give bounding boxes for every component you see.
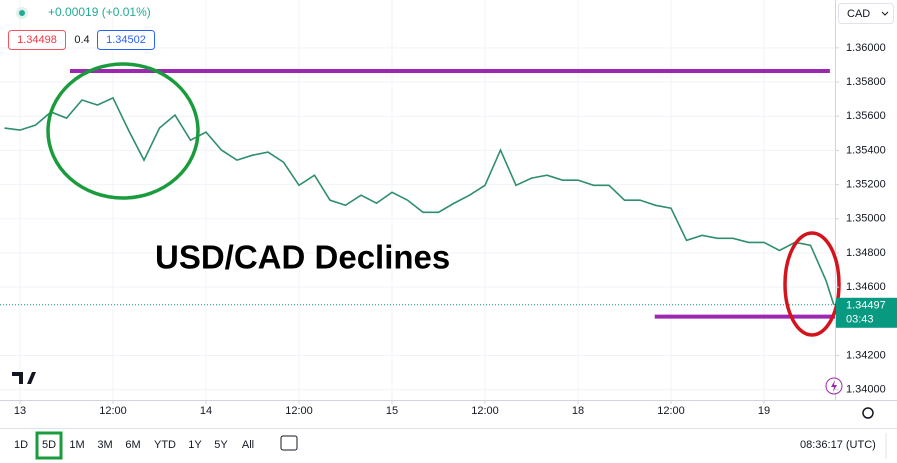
x-tick-label: 12:00 — [657, 405, 685, 417]
highlight-ellipse — [783, 231, 841, 337]
x-tick-label: 14 — [200, 405, 212, 417]
status-dot — [19, 10, 25, 16]
range-button[interactable]: 1Y — [188, 439, 202, 451]
price-line — [4, 96, 835, 306]
x-tick-label: 13 — [14, 405, 26, 417]
range-button[interactable]: All — [242, 439, 254, 451]
y-tick-label: 1.36000 — [846, 42, 886, 54]
y-tick-label: 1.34600 — [846, 281, 886, 293]
x-tick-label: 19 — [758, 405, 770, 417]
y-tick-label: 1.34800 — [846, 247, 886, 259]
x-tick-label: 12:00 — [99, 405, 127, 417]
highlight-ellipse — [46, 62, 200, 200]
ask-box[interactable] — [97, 30, 155, 50]
date-range-icon[interactable] — [280, 435, 298, 451]
currency-button[interactable] — [838, 3, 894, 24]
range-button[interactable]: 6M — [125, 439, 140, 451]
settings-icon[interactable] — [862, 407, 874, 419]
bid-box[interactable] — [8, 30, 66, 50]
y-tick-label: 1.35600 — [846, 110, 886, 122]
y-tick-label: 1.35200 — [846, 179, 886, 191]
active-range — [35, 431, 63, 460]
range-button[interactable]: 5Y — [214, 439, 228, 451]
plot-area — [0, 0, 835, 400]
price-tag — [836, 297, 897, 328]
y-tick-label: 1.35000 — [846, 213, 886, 225]
annotation-title: USD/CAD Declines — [155, 239, 450, 276]
range-button[interactable]: YTD — [154, 439, 176, 451]
bid: 1.34498 — [17, 34, 57, 46]
currency: CAD — [847, 8, 870, 20]
price-tag-countdown: 03:43 — [846, 314, 874, 326]
y-tick-label: 1.34000 — [846, 384, 886, 396]
dropdown-arrow — [881, 11, 889, 16]
logo — [12, 372, 36, 384]
y-tick-label: 1.35400 — [846, 144, 886, 156]
change: +0.00019 (+0.01%) — [48, 5, 151, 19]
x-tick-label: 12:00 — [471, 405, 499, 417]
x-tick-label: 12:00 — [285, 405, 313, 417]
range-button[interactable]: 5D — [42, 439, 56, 451]
alert-icon — [831, 380, 837, 392]
range-button[interactable]: 1D — [14, 439, 28, 451]
spread: 0.4 — [74, 34, 89, 46]
y-tick-label: 1.34200 — [846, 349, 886, 361]
y-tick-label: 1.35800 — [846, 76, 886, 88]
range-button[interactable]: 1M — [69, 439, 84, 451]
x-tick-label: 15 — [386, 405, 398, 417]
x-tick-label: 18 — [572, 405, 584, 417]
ask: 1.34502 — [106, 34, 146, 46]
range-buttons: 1D 5D 1M 3M 6M YTD 1Y 5Y All — [14, 431, 254, 460]
clock: 08:36:17 (UTC) — [800, 439, 876, 451]
price-tag-value: 1.34497 — [846, 300, 886, 312]
range-button[interactable]: 3M — [97, 439, 112, 451]
